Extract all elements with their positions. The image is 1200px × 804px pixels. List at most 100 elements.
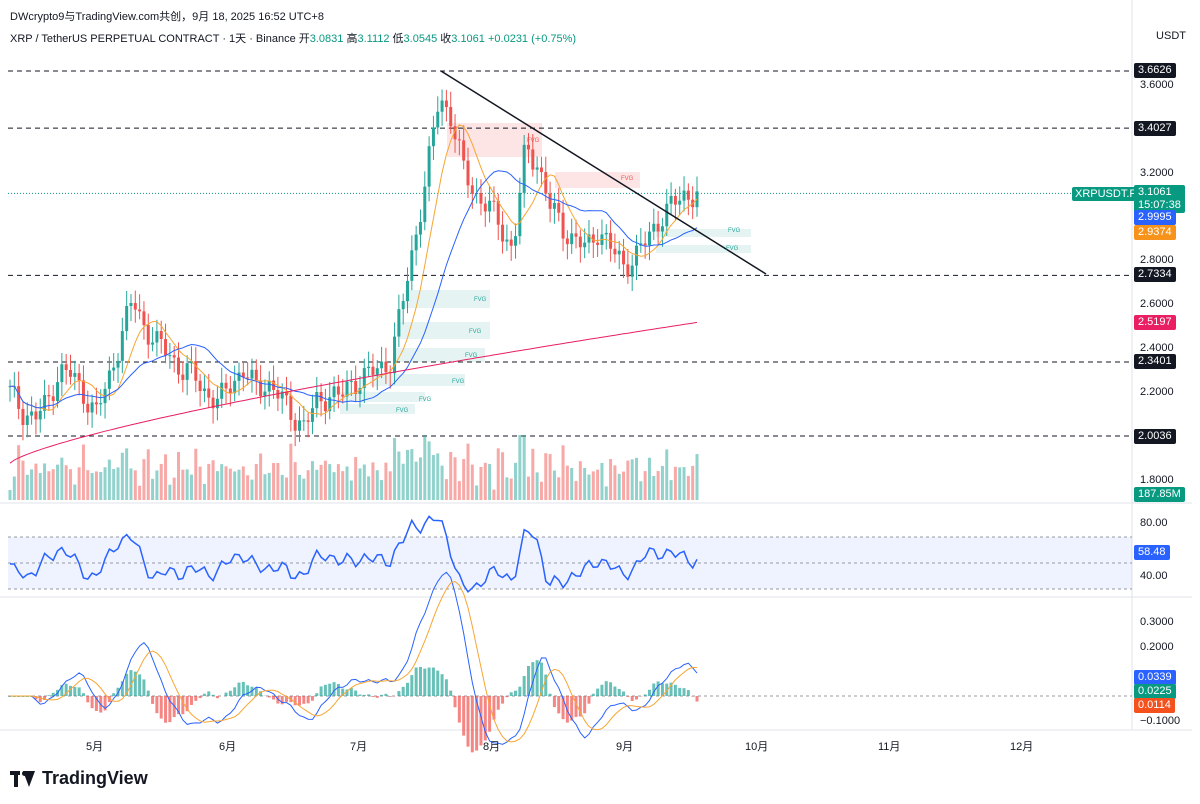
ma-orange-tag: 2.9374 <box>1134 225 1176 240</box>
macd-histogram-bar <box>125 673 129 696</box>
low-value: 3.0545 <box>403 33 438 45</box>
candle-body <box>328 397 332 412</box>
macd-histogram-bar <box>583 696 587 714</box>
volume-bar <box>189 474 193 500</box>
volume-bar <box>561 445 565 500</box>
ma-red-line <box>9 321 698 464</box>
volume-bar <box>246 475 250 500</box>
candle-body <box>224 382 228 389</box>
macd-histogram-bar <box>103 696 107 711</box>
macd-histogram-bar <box>375 696 379 698</box>
volume-bar <box>220 464 224 500</box>
volume-bar <box>207 463 211 500</box>
macd-histogram-bar <box>349 688 353 696</box>
fvg-label: FVG <box>621 176 634 182</box>
credit-line: DWcrypto9与TradingView.com共创，9月 18, 2025 … <box>10 11 324 23</box>
macd-histogram-bar <box>293 696 297 706</box>
volume-bar <box>565 465 569 500</box>
time-tick: 5月 <box>86 741 104 753</box>
volume-bar <box>466 443 470 500</box>
macd-histogram-bar <box>259 691 263 696</box>
macd-histogram-bar <box>34 696 38 700</box>
candle-body <box>60 364 64 383</box>
candle-body <box>289 395 293 420</box>
fvg-label: FVG <box>474 297 487 303</box>
candle-body <box>237 372 241 381</box>
candle-body <box>652 223 656 232</box>
volume-bar <box>90 473 94 500</box>
volume-bar <box>272 463 276 500</box>
volume-bar <box>622 471 626 500</box>
volume-bar <box>129 468 133 500</box>
high-value: 3.1112 <box>357 33 390 45</box>
volume-tag: 187.85M <box>1134 487 1185 502</box>
macd-histogram-bar <box>272 696 276 700</box>
fvg-zone <box>340 404 415 414</box>
high-label: 高 <box>346 33 358 45</box>
candle-body <box>168 355 172 357</box>
candle-body <box>310 408 314 422</box>
macd-histogram-bar <box>462 696 466 736</box>
macd-histogram-bar <box>626 696 630 697</box>
candle-body <box>68 370 72 377</box>
candle-body <box>241 372 245 378</box>
macd-histogram-bar <box>358 694 362 696</box>
volume-bar <box>548 454 552 500</box>
macd-histogram-bar <box>120 681 124 696</box>
volume-bar <box>552 470 556 500</box>
volume-bar <box>142 459 146 500</box>
macd-histogram-bar <box>691 696 695 697</box>
volume-bar <box>133 470 137 500</box>
candle-body <box>354 380 358 394</box>
candle-body <box>349 380 353 382</box>
volume-bar <box>107 459 111 500</box>
countdown: 15:07:38 <box>1138 199 1181 211</box>
candle-body <box>336 386 340 395</box>
tradingview-logo[interactable]: TradingView <box>10 768 148 789</box>
macd-tag: 0.0339 <box>1134 670 1176 685</box>
macd-histogram-bar <box>367 694 371 696</box>
candle-body <box>596 242 600 245</box>
macd-histogram-bar <box>643 694 647 696</box>
volume-bar <box>341 471 345 500</box>
volume-bar <box>241 466 245 500</box>
level-tag: 2.7334 <box>1134 267 1176 282</box>
volume-bar <box>578 461 582 500</box>
macd-histogram-bar <box>302 696 306 704</box>
volume-bar <box>159 463 163 500</box>
volume-bar <box>483 462 487 500</box>
volume-bar <box>535 472 539 500</box>
volume-bar <box>177 452 181 500</box>
candle-body <box>21 408 25 426</box>
volume-bar <box>237 469 241 500</box>
candle-body <box>228 388 232 394</box>
macd-histogram-bar <box>354 690 358 696</box>
macd-histogram-bar <box>285 696 289 702</box>
macd-histogram-bar <box>647 689 651 696</box>
price-tick: 3.6000 <box>1140 79 1174 91</box>
candle-body <box>151 342 155 345</box>
macd-histogram-bar <box>336 683 340 696</box>
macd-histogram-bar <box>509 692 513 696</box>
macd-histogram-bar <box>81 693 85 696</box>
volume-bar <box>64 465 68 500</box>
volume-bar <box>427 441 431 500</box>
fvg-label: FVG <box>396 408 409 414</box>
time-tick: 10月 <box>745 741 769 753</box>
candle-body <box>250 369 254 379</box>
candle-body <box>431 127 435 147</box>
volume-bar <box>583 467 587 500</box>
fvg-label: FVG <box>465 353 478 359</box>
macd-histogram-bar <box>578 696 582 717</box>
candle-body <box>647 231 651 246</box>
candle-body <box>146 325 150 345</box>
volume-bar <box>138 485 142 500</box>
candle-body <box>120 331 124 361</box>
candle-body <box>47 395 51 397</box>
candle-body <box>565 238 569 245</box>
candle-body <box>548 193 552 209</box>
candle-body <box>678 200 682 205</box>
macd-histogram-bar <box>384 693 388 696</box>
candle-body <box>17 386 21 409</box>
